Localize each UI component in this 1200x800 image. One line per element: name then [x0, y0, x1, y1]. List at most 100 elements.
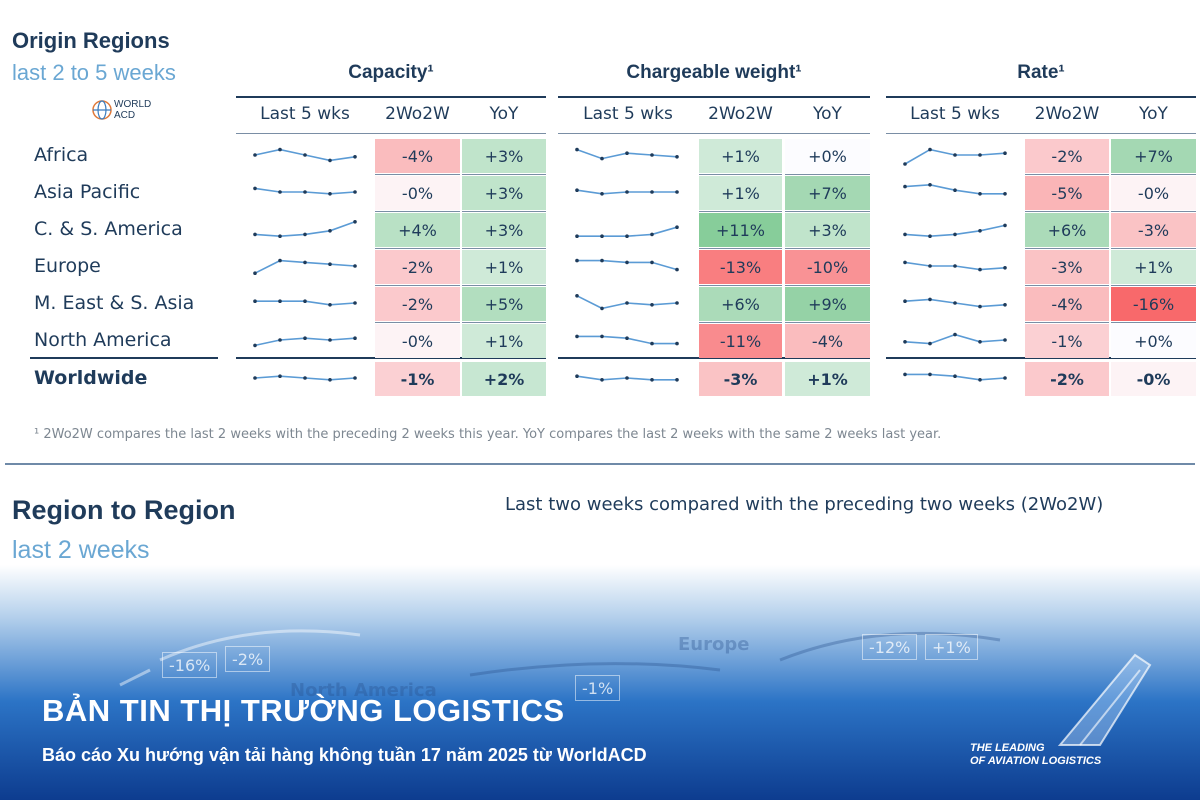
sparkline-point-4 [353, 336, 357, 340]
sparkline-point-0 [253, 271, 257, 275]
sparkline-point-0 [253, 232, 257, 237]
tagline-line-2: OF AVIATION LOGISTICS [970, 755, 1102, 767]
cell-rule [375, 211, 460, 212]
sparkline-weight-me-s-asia [575, 294, 679, 311]
sparkline-point-2 [953, 153, 957, 157]
col-head-wt-yoy: YoY [813, 104, 842, 124]
sparkline-point-4 [1003, 151, 1007, 155]
sparkline-weight-asia-pacific [575, 188, 679, 196]
sparkline-point-1 [600, 234, 604, 238]
region-to-region-subtitle: last 2 weeks [12, 536, 150, 564]
banner-title: BẢN TIN THỊ TRƯỜNG LOGISTICS [42, 693, 565, 728]
cell-capacity-w2w-me-s-asia: -2% [375, 287, 460, 321]
cell-rule [1025, 322, 1109, 323]
map-badge-2: -2% [225, 646, 271, 672]
sparkline-point-4 [675, 225, 679, 229]
sparkline-point-4 [1003, 266, 1007, 270]
cell-rate-yoy-europe: +1% [1111, 250, 1196, 284]
sparkline-point-0 [575, 334, 579, 339]
cell-weight-w2w-worldwide: -3% [699, 362, 782, 396]
sparkline-rate-cs-america [903, 223, 1007, 238]
sparkline-point-0 [575, 258, 579, 263]
sparkline-weight-africa [575, 147, 679, 161]
cell-rule [785, 211, 870, 212]
sparkline-point-4 [675, 301, 679, 305]
sparkline-capacity-north-america [253, 336, 357, 348]
sparkline-point-3 [978, 153, 982, 157]
col-head-wt-w2w: 2Wo2W [708, 104, 773, 124]
sparkline-point-0 [903, 260, 907, 265]
cell-rule [462, 211, 546, 212]
map-badge-5: +1% [925, 634, 978, 660]
logo-line-2: ACD [114, 110, 136, 121]
map-badge-3: -1% [575, 675, 621, 701]
sparkline-rate-north-america [903, 332, 1007, 346]
cell-weight-yoy-me-s-asia: +9% [785, 287, 870, 321]
cell-rate-w2w-europe: -3% [1025, 250, 1109, 284]
cell-rule [1025, 211, 1109, 212]
sparkline-point-1 [600, 258, 604, 263]
cell-capacity-yoy-africa: +3% [462, 139, 546, 173]
sparkline-point-2 [303, 232, 307, 237]
cell-rate-yoy-north-america: +0% [1111, 324, 1196, 358]
tagline-line-1: THE LEADING [970, 742, 1045, 754]
sparkline-point-0 [575, 234, 579, 238]
cell-rate-yoy-africa: +7% [1111, 139, 1196, 173]
cell-capacity-w2w-north-america: -0% [375, 324, 460, 358]
cell-weight-w2w-asia-pacific: +1% [699, 176, 782, 210]
col-head-wt-spark: Last 5 wks [583, 104, 673, 124]
cell-rule [785, 174, 870, 175]
sparkline-point-4 [675, 190, 679, 194]
region-label-asia-pacific: Asia Pacific [34, 181, 141, 203]
cell-rule [699, 174, 782, 175]
cell-rate-w2w-me-s-asia: -4% [1025, 287, 1109, 321]
cell-capacity-yoy-me-s-asia: +5% [462, 287, 546, 321]
worldwide-rule-weight [558, 357, 870, 359]
sparkline-point-4 [675, 341, 679, 346]
sparkline-capacity-me-s-asia [253, 299, 357, 307]
sparkline-point-3 [328, 303, 332, 307]
cell-weight-w2w-europe: -13% [699, 250, 782, 284]
map-label-europe: Europe [678, 634, 750, 655]
sparkline-point-4 [1003, 223, 1007, 228]
col-head-cap-spark: Last 5 wks [260, 104, 350, 124]
cell-rule [375, 248, 460, 249]
sparkline-point-2 [303, 376, 307, 380]
header-rule-capacity [236, 133, 546, 134]
region-label-me-s-asia: M. East & S. Asia [34, 292, 195, 314]
cell-rule [1111, 211, 1196, 212]
sparkline-point-3 [328, 158, 332, 163]
cell-capacity-w2w-europe: -2% [375, 250, 460, 284]
cell-capacity-w2w-africa: -4% [375, 139, 460, 173]
region-to-region-description: Last two weeks compared with the precedi… [505, 494, 1104, 515]
cell-capacity-w2w-worldwide: -1% [375, 362, 460, 396]
cell-rule [375, 174, 460, 175]
cell-rate-yoy-cs-america: -3% [1111, 213, 1196, 247]
sparkline-point-0 [903, 232, 907, 237]
sparkline-rate-worldwide [903, 372, 1007, 382]
sparkline-capacity-cs-america [253, 220, 357, 238]
sparkline-point-2 [625, 376, 629, 380]
sparkline-point-3 [328, 192, 332, 196]
sparkline-point-4 [353, 376, 357, 380]
cell-weight-yoy-cs-america: +3% [785, 213, 870, 247]
sparkline-point-2 [953, 264, 957, 268]
col-head-cap-yoy: YoY [489, 104, 519, 124]
sparkline-point-0 [903, 299, 907, 303]
banner-subtitle: Báo cáo Xu hướng vận tải hàng không tuần… [42, 745, 647, 765]
map-badge-1: -16% [162, 652, 218, 678]
sparkline-point-1 [278, 147, 282, 152]
sparkline-capacity-africa [253, 147, 357, 163]
sparkline-point-1 [600, 378, 604, 382]
sparkline-point-0 [903, 372, 907, 377]
tagline: THE LEADING OF AVIATION LOGISTICS [970, 742, 1101, 768]
logo-line-1: WORLD [114, 99, 152, 110]
cell-weight-yoy-worldwide: +1% [785, 362, 870, 396]
region-label-cs-america: C. & S. America [34, 218, 183, 240]
sparkline-point-2 [953, 188, 957, 192]
sparkline-point-2 [953, 374, 957, 378]
sparkline-point-3 [978, 378, 982, 382]
cell-capacity-w2w-asia-pacific: -0% [375, 176, 460, 210]
region-label-north-america: North America [34, 329, 172, 351]
region-label-africa: Africa [34, 144, 89, 166]
